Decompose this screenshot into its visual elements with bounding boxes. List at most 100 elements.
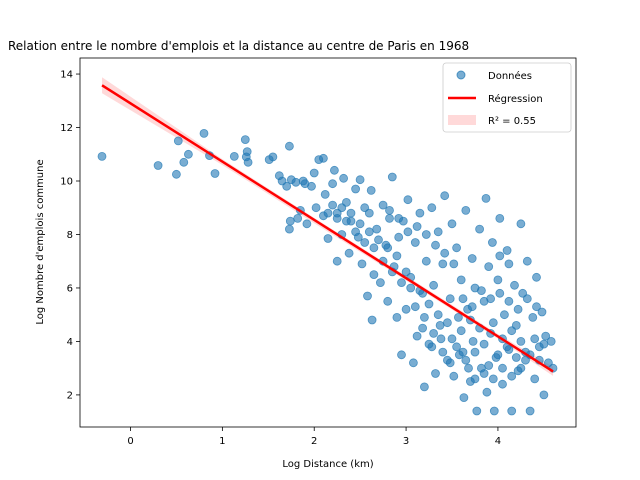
data-point [516, 336, 526, 346]
plot-area [97, 77, 558, 416]
data-point [510, 280, 519, 290]
data-point [429, 280, 439, 290]
data-point [328, 200, 338, 210]
legend-label-regression: Régression [488, 93, 543, 105]
data-point [375, 278, 385, 288]
data-point [461, 355, 471, 365]
data-point [467, 254, 477, 263]
x-axis-label: Log Distance (km) [282, 459, 373, 470]
data-point [394, 213, 404, 223]
data-point [440, 248, 450, 258]
data-point [421, 230, 431, 239]
data-point [397, 278, 406, 288]
x-tick-label: 2 [311, 436, 317, 447]
data-point [419, 382, 429, 392]
data-point [412, 222, 422, 231]
data-point [346, 208, 356, 218]
data-point [243, 157, 253, 167]
data-point [367, 315, 377, 325]
data-point [282, 181, 292, 191]
data-point [293, 213, 303, 223]
data-point [421, 256, 431, 266]
data-point [328, 179, 338, 189]
data-point [418, 323, 428, 333]
y-tick-label: 2 [67, 390, 73, 401]
data-point [323, 208, 333, 218]
data-point [493, 350, 503, 360]
data-point [291, 177, 301, 187]
data-point [415, 208, 425, 218]
data-point [401, 267, 411, 277]
data-point [431, 369, 440, 378]
data-point [532, 302, 541, 312]
data-point [445, 358, 455, 368]
data-point [385, 213, 394, 223]
data-point [539, 390, 549, 400]
data-point [476, 286, 486, 296]
data-point [487, 238, 497, 247]
data-point [449, 371, 459, 381]
data-point [516, 219, 526, 229]
data-point [285, 216, 295, 226]
data-point [522, 256, 532, 266]
data-point [470, 347, 480, 357]
data-point [97, 151, 107, 161]
data-point [341, 216, 351, 226]
data-point [369, 270, 379, 280]
data-point [410, 238, 420, 247]
data-point [355, 219, 365, 229]
data-point [504, 296, 514, 306]
data-point [488, 318, 498, 328]
data-point [495, 251, 505, 261]
data-point [511, 353, 521, 362]
regression-line [101, 84, 554, 373]
axes-frame [79, 57, 577, 428]
data-point [372, 224, 382, 234]
data-point [447, 219, 457, 229]
data-point [499, 310, 509, 320]
data-point [470, 374, 480, 384]
data-point [454, 350, 464, 360]
data-point [403, 227, 413, 237]
data-point [424, 299, 434, 309]
x-tick-label: 3 [403, 436, 409, 447]
data-point [482, 387, 492, 397]
data-point [493, 275, 503, 285]
data-point [449, 259, 459, 269]
data-point [516, 363, 526, 373]
data-point [320, 189, 330, 199]
data-point [427, 203, 437, 213]
data-point [318, 153, 328, 163]
data-point [307, 181, 316, 191]
data-point [364, 208, 374, 218]
data-point [392, 251, 402, 261]
legend-label-band: R² = 0.55 [488, 116, 536, 127]
data-point [488, 374, 498, 384]
data-point [383, 243, 393, 253]
data-point [210, 169, 220, 178]
data-point [392, 312, 402, 322]
data-point [464, 363, 473, 373]
data-point [410, 302, 420, 312]
y-axis-label: Log Nombre d'emplois commune [35, 159, 46, 324]
data-point [504, 259, 514, 269]
data-point [323, 234, 333, 243]
data-point [479, 339, 489, 349]
data-point [429, 328, 439, 338]
data-point [447, 334, 457, 344]
data-point [507, 406, 517, 416]
data-point [484, 361, 494, 370]
data-point [452, 342, 462, 352]
data-point [433, 310, 443, 320]
data-point [366, 185, 376, 195]
data-point [442, 318, 452, 328]
data-point [364, 227, 374, 237]
data-point [344, 248, 354, 258]
data-point [461, 205, 471, 215]
data-point [309, 168, 319, 178]
data-point [339, 173, 349, 183]
data-point [530, 334, 540, 344]
data-point [440, 191, 450, 201]
data-point [435, 320, 445, 330]
